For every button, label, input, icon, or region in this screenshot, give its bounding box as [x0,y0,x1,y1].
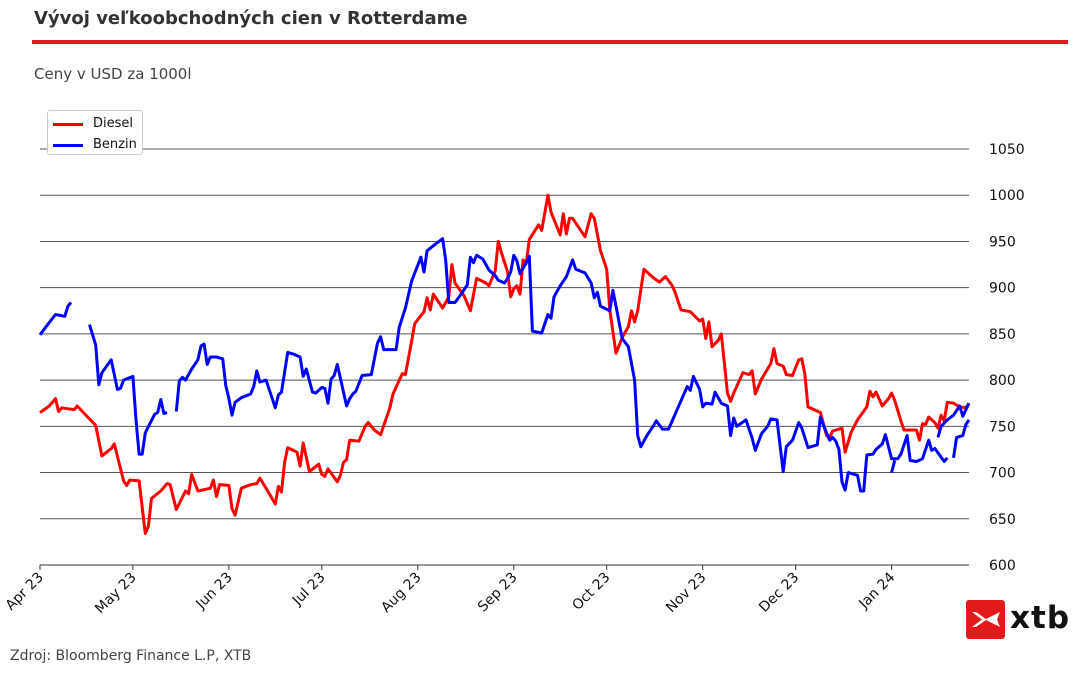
y-tick-label: 800 [989,373,1016,389]
x-tick-label: Nov 23 [663,570,709,616]
chart-subtitle: Ceny v USD za 1000l [34,65,192,83]
legend-swatch-benzin [53,144,83,147]
x-tick-label: Jun 23 [192,570,235,613]
y-tick-label: 750 [989,419,1016,435]
series-line-benzin [38,237,971,493]
series-line-diesel [39,193,971,536]
legend: Diesel Benzin [47,110,143,155]
x-tick-label: Jul 23 [289,570,329,610]
x-tick-label: May 23 [92,570,140,618]
y-tick-label: 850 [989,327,1016,343]
chart-title: Vývoj veľkoobchodných cien v Rotterdame [34,8,468,29]
gridlines [40,148,969,520]
title-rule [32,40,1068,44]
x-tick-label: Jan 24 [855,569,898,612]
x-tick-label: Aug 23 [378,570,424,616]
x-tick-label: Dec 23 [756,570,802,616]
x-tick-label: Sep 23 [475,570,521,616]
y-tick-label: 900 [989,281,1016,297]
legend-item-benzin: Benzin [53,135,143,153]
legend-label-diesel: Diesel [93,116,134,131]
y-tick-label: 700 [989,466,1016,482]
xtb-logo: xtb [966,600,1072,640]
y-tick-label: 650 [989,512,1016,528]
source-note: Zdroj: Bloomberg Finance L.P, XTB [10,648,252,664]
legend-label-benzin: Benzin [93,137,137,152]
y-tick-label: 1050 [989,142,1025,158]
x-tick-label: Apr 23 [3,570,47,614]
logo-text: xtb [1010,600,1071,636]
x-axis: Apr 23 May 23 Jun 23 Jul 23 Aug 23 Sep 23 Oct … [3,564,969,618]
y-tick-label: 950 [989,234,1016,250]
logo-mark-icon [966,600,1005,639]
legend-item-diesel: Diesel [53,114,143,132]
y-axis: 600 650 700 750 800 850 900 950 1000 1050 [989,142,1025,574]
series-lines [38,193,971,536]
y-tick-label: 1000 [989,188,1025,204]
legend-swatch-diesel [53,123,83,126]
x-tick-label: Oct 23 [569,570,613,614]
y-tick-label: 600 [989,558,1016,574]
